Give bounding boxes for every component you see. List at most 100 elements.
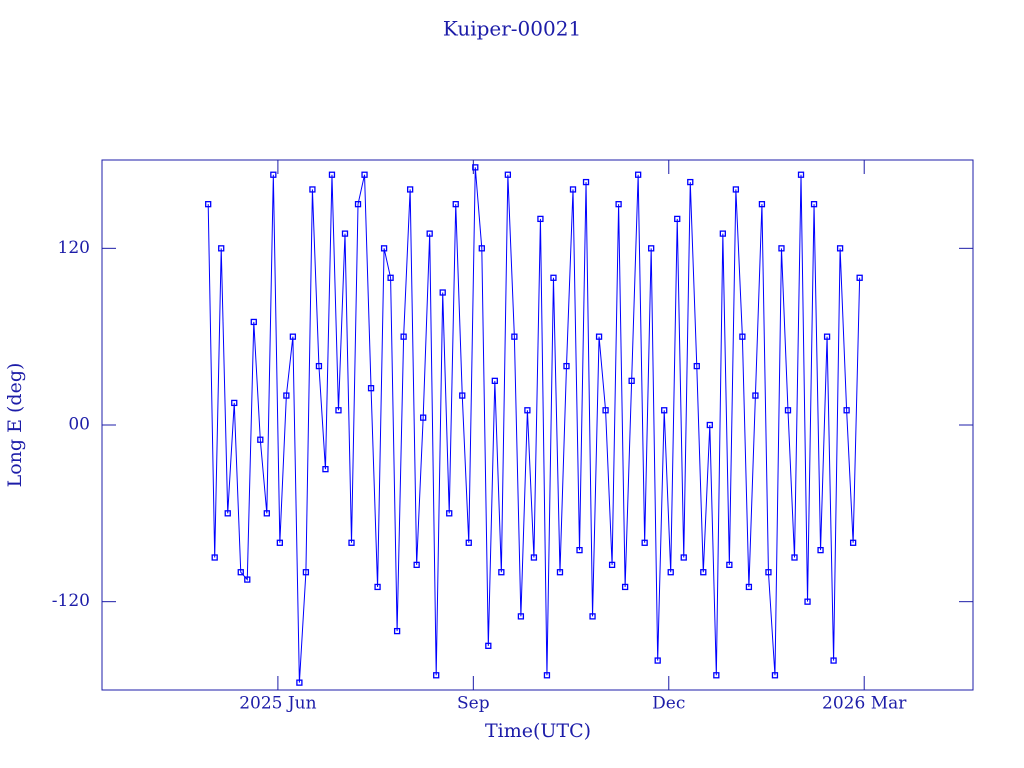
data-point [211,554,218,561]
data-point [641,539,648,546]
data-point [680,554,687,561]
data-point [556,569,564,576]
data-point [478,245,485,252]
data-point [439,289,446,296]
data-point [563,362,570,370]
data-point [608,561,616,569]
data-point [491,377,498,384]
data-point [797,171,805,178]
data-point [205,201,212,208]
data-point [393,627,401,635]
data-point [257,436,264,443]
data-point [719,230,726,237]
data-point [621,583,629,591]
data-point [446,510,453,517]
data-point [810,201,818,208]
data-point [328,171,336,178]
data-point [635,171,642,178]
data-point [231,399,238,407]
data-point [452,201,459,208]
data-point [433,672,440,679]
data-point [582,178,590,186]
data-point [263,510,270,517]
data-point [849,539,857,546]
data-point [400,333,407,340]
data-point [335,407,342,414]
data-point [218,245,225,252]
data-point [302,569,310,576]
y-tick-label: -120 [52,591,90,611]
data-point [380,245,388,252]
data-point [420,414,427,421]
x-tick-label: Sep [457,694,490,714]
data-point [693,362,700,370]
data-point [732,186,740,193]
data-point [270,171,277,178]
data-point [687,178,694,186]
data-point [465,539,472,546]
data-line [207,167,861,683]
data-point [472,164,479,171]
data-point [661,407,668,414]
data-point [589,613,596,620]
data-point [413,561,420,569]
data-point [778,245,785,252]
data-point [791,554,798,561]
data-point [602,407,609,414]
data-point [667,569,674,576]
data-point [524,407,531,414]
data-point [576,546,583,554]
data-point [784,407,792,414]
y-tick-label: 120 [58,238,90,258]
data-point [322,466,329,473]
data-point [276,539,283,546]
data-point [843,407,850,414]
data-point [706,421,713,429]
data-point [648,245,655,252]
data-point [315,362,323,370]
data-point [700,569,707,576]
data-point [530,554,538,561]
data-point [550,274,557,281]
data-point [348,539,355,546]
chart-title: Kuiper-00021 [443,17,581,41]
data-point [361,171,368,178]
x-tick-label: 2026 Mar [822,694,907,714]
data-point [426,230,433,237]
data-point [771,672,779,679]
data-point [823,333,831,340]
y-tick-label: 00 [68,415,90,435]
x-tick-label: 2025 Jun [239,694,316,714]
data-point [237,569,244,576]
data-point [296,679,303,686]
data-point [406,186,414,193]
data-point [354,201,362,208]
data-point [250,318,257,326]
data-point [628,377,635,384]
data-point [289,333,297,340]
data-point [485,642,492,649]
data-point [752,392,759,399]
data-point [595,333,603,340]
data-point [804,598,811,605]
data-point [726,561,733,569]
data-point [459,392,466,399]
data-point [498,569,505,576]
data-point [765,569,772,576]
data-point [309,186,316,193]
data-point [830,657,837,664]
data-point [283,392,290,399]
data-point [517,613,525,620]
data-point [713,672,720,679]
data-point [745,583,753,591]
data-point [367,385,375,392]
data-point [758,201,766,208]
data-point [224,510,231,517]
data-point [817,546,824,554]
y-axis-label: Long E (deg) [4,363,26,488]
plot-area [205,164,863,686]
data-point [374,583,381,591]
data-point [244,576,251,583]
data-point [569,186,577,193]
